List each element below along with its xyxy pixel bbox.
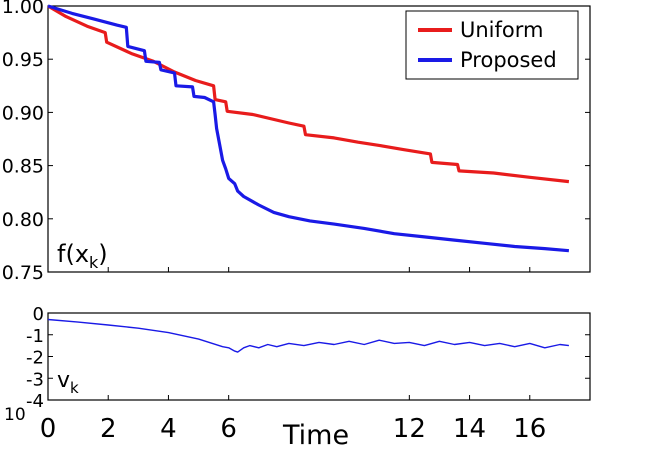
series-line-uniform <box>47 4 570 184</box>
bottom-plot-frame <box>47 312 591 401</box>
legend-label-proposed: Proposed <box>460 48 557 72</box>
bottom-x-ticks: 0 2 4 6 12 14 16 <box>40 267 546 444</box>
bottom-y-tick-label: -4 <box>26 391 44 412</box>
x-tick-label: 12 <box>393 414 426 444</box>
top-ylabel-suffix: ) <box>98 240 107 268</box>
bottom-ylabel: vk <box>57 368 79 397</box>
top-y-tick-label: 0.90 <box>2 102 44 124</box>
top-series-group <box>47 4 570 253</box>
top-y-tick-label: 0.75 <box>2 262 44 284</box>
bottom-y-tick-label: -3 <box>26 369 44 390</box>
series-line-vk <box>47 318 569 353</box>
top-ylabel-main: f(x <box>57 240 89 268</box>
top-y-tick-label: 1.00 <box>2 0 44 18</box>
x-tick-label: 4 <box>160 414 177 444</box>
x-axis-label: Time <box>282 420 349 451</box>
legend-label-uniform: Uniform <box>460 18 543 42</box>
top-ylabel: f(xk) <box>57 240 108 272</box>
x-tick-label: 2 <box>100 414 117 444</box>
bottom-y-tick-label: -1 <box>26 326 44 347</box>
top-y-tick-label: 0.95 <box>2 49 44 71</box>
x-tick-label: 6 <box>220 414 237 444</box>
x-tick-label: 14 <box>453 414 486 444</box>
legend-box <box>405 10 579 80</box>
top-ylabel-sub: k <box>89 253 99 272</box>
legend: Uniform Proposed <box>405 10 579 80</box>
bottom-ylabel-sub: k <box>70 379 79 397</box>
bottom-y-tick-label: -2 <box>26 348 44 369</box>
top-y-tick-label: 0.85 <box>2 156 44 178</box>
series-line-proposed <box>47 4 570 253</box>
top-y-ticks: 0.75 0.80 0.85 0.90 0.95 1.00 <box>2 0 590 284</box>
bottom-ylabel-main: v <box>57 368 70 393</box>
top-plot-frame <box>47 5 591 273</box>
x-exponent-label: 10 <box>4 405 26 425</box>
x-tick-label: 0 <box>40 414 57 444</box>
top-y-tick-label: 0.80 <box>2 209 44 231</box>
bottom-y-tick-label: 0 <box>33 304 44 325</box>
bottom-y-ticks: 0-1-2-3-4 <box>26 304 590 412</box>
bottom-series-group <box>47 318 569 353</box>
x-tick-label: 16 <box>513 414 546 444</box>
